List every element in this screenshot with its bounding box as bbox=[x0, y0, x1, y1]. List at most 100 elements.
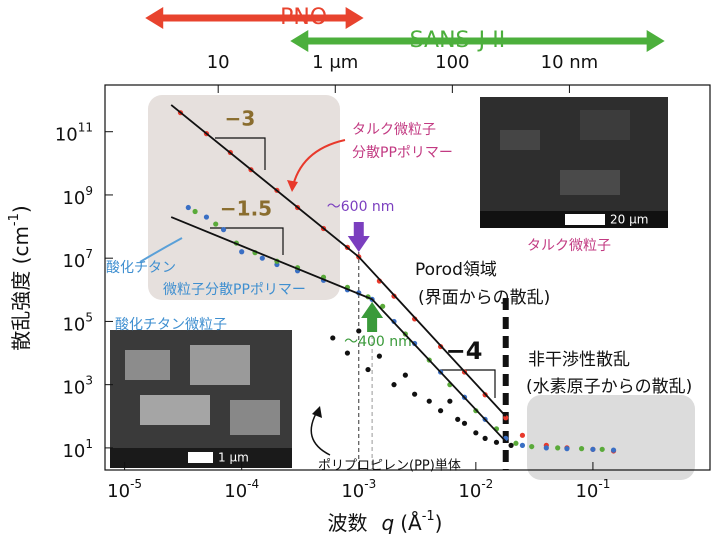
x-title-prefix: 波数 bbox=[328, 511, 368, 535]
data-point bbox=[611, 448, 616, 453]
slope-label: −3 bbox=[225, 107, 256, 131]
arrowhead bbox=[647, 30, 665, 52]
photo-texture bbox=[580, 110, 630, 140]
photo-texture bbox=[230, 400, 280, 435]
photo-texture bbox=[500, 130, 540, 150]
tick-exponent: 5 bbox=[85, 310, 93, 324]
data-point bbox=[600, 447, 605, 452]
tick-base: 10 bbox=[62, 441, 85, 462]
x-title-symbol: q bbox=[382, 511, 395, 535]
data-point bbox=[520, 443, 525, 448]
tick-label: 101 bbox=[62, 436, 93, 462]
data-point bbox=[590, 447, 595, 452]
scale-label: 1 μm bbox=[218, 451, 249, 465]
scale-bar bbox=[188, 452, 213, 463]
annotation: タルク微粒子 bbox=[352, 122, 436, 138]
chart: 10-510-410-310-210-110110310510710910111… bbox=[0, 0, 721, 543]
x-title-end: ) bbox=[435, 511, 443, 535]
data-point bbox=[427, 399, 432, 404]
photo-texture bbox=[125, 350, 170, 380]
data-point bbox=[330, 335, 335, 340]
tick-label: 10-1 bbox=[575, 477, 610, 503]
data-point bbox=[564, 446, 569, 451]
data-point bbox=[377, 354, 382, 359]
data-point bbox=[204, 214, 209, 219]
arrowhead bbox=[290, 30, 308, 52]
arrowhead bbox=[312, 406, 322, 418]
tick-exponent: -1 bbox=[598, 477, 610, 491]
annotation: 非干渉性散乱 bbox=[528, 350, 630, 370]
slope-label: −4 bbox=[446, 337, 483, 365]
annotation: 微粒子分散PPポリマー bbox=[163, 282, 306, 298]
tick-label: 105 bbox=[62, 310, 93, 336]
y-title-end: ) bbox=[9, 205, 33, 213]
data-point bbox=[356, 328, 361, 333]
arrowhead bbox=[145, 7, 163, 29]
scale-label: 20 μm bbox=[610, 213, 648, 227]
annotation: (界面からの散乱) bbox=[418, 288, 550, 308]
x2-tick-label: 1 μm bbox=[312, 52, 358, 73]
tick-label: 10-2 bbox=[458, 477, 493, 503]
y-axis-title: 散乱強度 (cm-1) bbox=[7, 205, 33, 350]
data-point bbox=[513, 441, 518, 446]
data-point bbox=[544, 445, 549, 450]
x-title-exponent: -1 bbox=[422, 509, 435, 524]
tick-base: 10 bbox=[62, 378, 85, 399]
highlight-region bbox=[527, 395, 695, 480]
tick-label: 10-5 bbox=[107, 477, 142, 503]
x2-tick-label: 10 nm bbox=[541, 52, 599, 73]
photo-texture bbox=[560, 170, 620, 195]
tick-label: 10-3 bbox=[341, 477, 376, 503]
data-point bbox=[391, 382, 396, 387]
tick-base: 10 bbox=[341, 481, 364, 502]
data-point bbox=[494, 440, 499, 445]
photo-texture bbox=[140, 395, 210, 425]
data-point bbox=[508, 443, 513, 448]
y-title-exponent: -1 bbox=[7, 213, 22, 226]
tick-exponent: 11 bbox=[78, 120, 93, 134]
data-point bbox=[213, 221, 218, 226]
x-title-unit: (Å bbox=[400, 511, 422, 535]
tick-exponent: -3 bbox=[364, 477, 376, 491]
tick-label: 107 bbox=[62, 247, 93, 273]
data-point bbox=[412, 392, 417, 397]
photo bbox=[480, 97, 668, 228]
tick-exponent: 3 bbox=[85, 373, 93, 387]
marker-label: ～600 nm bbox=[327, 199, 395, 215]
data-point bbox=[239, 249, 244, 254]
data-point bbox=[483, 436, 488, 441]
tick-exponent: 9 bbox=[85, 183, 93, 197]
data-point bbox=[579, 446, 584, 451]
tick-exponent: -4 bbox=[247, 477, 259, 491]
photo bbox=[110, 330, 292, 468]
range-label: PNO bbox=[280, 5, 327, 30]
data-point bbox=[403, 373, 408, 378]
tick-base: 10 bbox=[224, 481, 247, 502]
tick-label: 10-4 bbox=[224, 477, 259, 503]
data-point bbox=[455, 417, 460, 422]
data-point bbox=[473, 430, 478, 435]
tick-base: 10 bbox=[575, 481, 598, 502]
tick-exponent: -2 bbox=[481, 477, 493, 491]
data-point bbox=[555, 445, 560, 450]
annotation: 酸化チタン微粒子 bbox=[115, 317, 227, 333]
tick-base: 10 bbox=[107, 481, 130, 502]
x2-tick-label: 10 bbox=[207, 52, 230, 73]
data-point bbox=[221, 227, 226, 232]
x-axis-title: 波数 q(Å-1) bbox=[328, 509, 443, 535]
y-title-text: 散乱強度 (cm bbox=[9, 226, 33, 351]
tick-base: 10 bbox=[62, 251, 85, 272]
photo-texture bbox=[190, 345, 250, 385]
data-point bbox=[260, 256, 265, 261]
arrowhead bbox=[346, 7, 364, 29]
x2-tick-label: 100 bbox=[435, 52, 469, 73]
tick-label: 109 bbox=[62, 183, 93, 209]
data-point bbox=[529, 444, 534, 449]
data-point bbox=[365, 367, 370, 372]
annotation: タルク微粒子 bbox=[527, 238, 611, 254]
data-point bbox=[447, 399, 452, 404]
data-point bbox=[192, 209, 197, 214]
scale-bar bbox=[565, 214, 605, 225]
slope-label: −1.5 bbox=[220, 197, 272, 221]
annotation: Porod領域 bbox=[415, 260, 497, 280]
